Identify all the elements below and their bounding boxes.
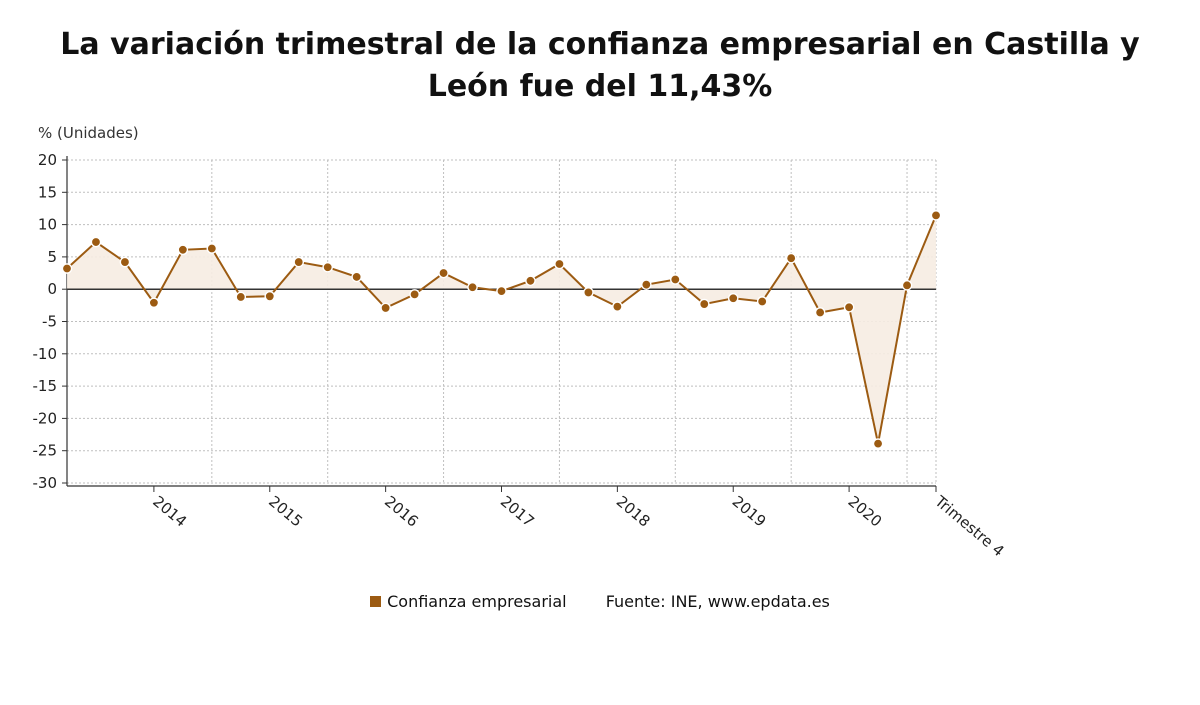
x-tick-label: 2018 <box>613 492 654 530</box>
data-point <box>496 285 507 297</box>
data-point <box>409 289 420 300</box>
x-tick-label: Trimestre 4 <box>931 492 1008 561</box>
chart-legend: Confianza empresarial Fuente: INE, www.e… <box>0 592 1200 611</box>
data-point <box>380 302 391 314</box>
x-tick-label: 2014 <box>149 492 190 530</box>
data-point <box>467 281 478 293</box>
y-tick-label: -5 <box>42 313 57 331</box>
y-tick-label: 10 <box>38 216 57 234</box>
data-point <box>872 438 884 449</box>
data-point <box>351 271 362 283</box>
y-tick-label: -25 <box>33 442 58 460</box>
data-point <box>930 210 942 221</box>
data-point <box>177 244 189 256</box>
y-tick-label: -15 <box>33 377 58 395</box>
y-tick-label: 5 <box>47 248 57 266</box>
data-point <box>670 274 681 285</box>
data-point <box>727 292 739 304</box>
data-point <box>785 252 797 264</box>
x-tick-label: 2020 <box>845 492 886 530</box>
y-tick-label: -30 <box>33 474 58 492</box>
data-point <box>206 243 218 254</box>
y-tick-label: 0 <box>47 280 57 298</box>
data-point <box>438 267 449 279</box>
data-point <box>322 261 334 273</box>
legend-swatch <box>370 596 382 607</box>
series-line-confianza <box>66 214 937 444</box>
data-point <box>61 263 73 274</box>
data-point <box>698 298 710 310</box>
x-tick-label: 2019 <box>729 492 770 530</box>
y-tick-label: -10 <box>33 345 58 363</box>
data-point <box>525 275 536 287</box>
data-point <box>554 258 565 270</box>
y-tick-label: -20 <box>33 409 58 427</box>
chart-title: La variación trimestral de la confianza … <box>0 24 1200 108</box>
y-axis-unit-label: % (Unidades) <box>38 124 139 142</box>
y-tick-label: 20 <box>38 151 57 169</box>
data-point <box>612 301 623 312</box>
data-point <box>814 307 826 318</box>
data-point <box>235 291 247 303</box>
x-tick-label: 2015 <box>265 492 306 530</box>
source-note: Fuente: INE, www.epdata.es <box>605 592 830 611</box>
data-point <box>119 256 131 268</box>
chart-title-line2: León fue del 11,43% <box>427 69 773 104</box>
data-point <box>90 236 102 248</box>
x-tick-label: 2016 <box>381 492 422 530</box>
legend-series-label: Confianza empresarial <box>387 592 567 611</box>
data-point <box>264 291 276 302</box>
data-point <box>756 296 768 307</box>
legend-item-confianza: Confianza empresarial <box>370 592 567 611</box>
y-tick-label: 15 <box>38 183 57 201</box>
x-tick-label: 2017 <box>497 492 538 530</box>
data-point <box>641 279 652 290</box>
data-point <box>148 297 160 309</box>
data-point <box>901 280 913 291</box>
chart-title-line1: La variación trimestral de la confianza … <box>60 27 1140 62</box>
data-point <box>293 256 305 268</box>
data-point <box>843 301 855 313</box>
data-point <box>583 287 594 298</box>
